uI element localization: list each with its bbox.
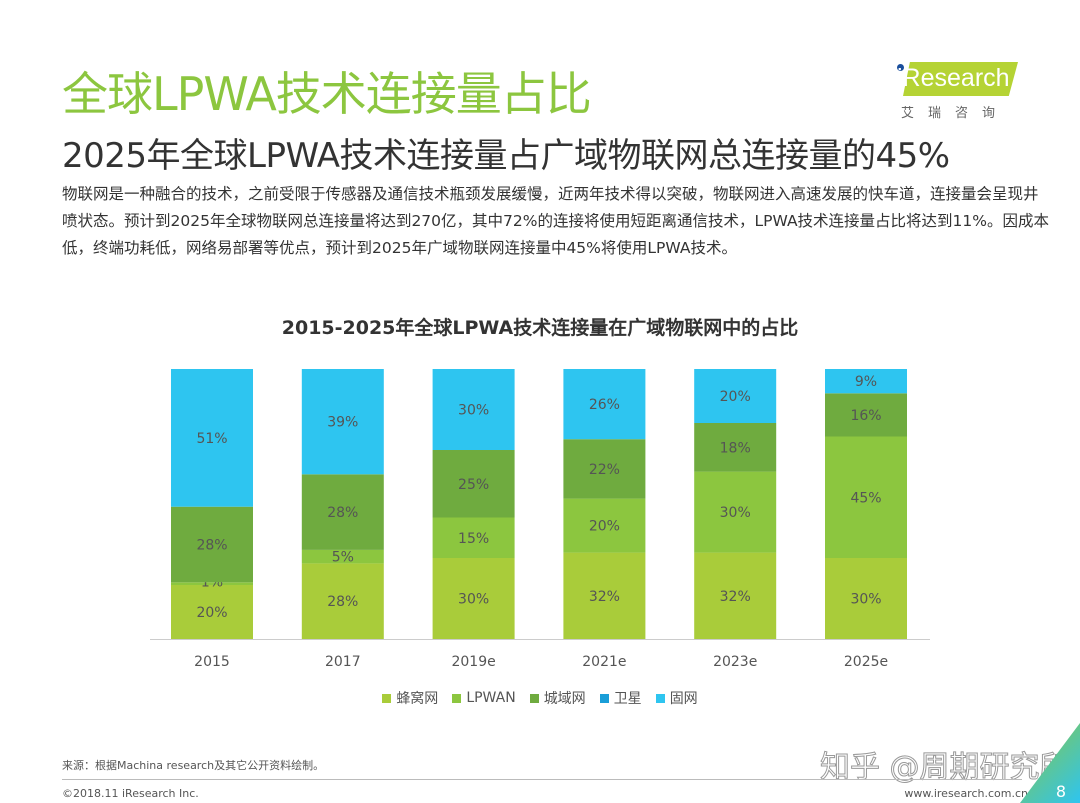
data-label: 26%: [589, 397, 620, 413]
legend-item: 蜂窝网: [382, 688, 438, 708]
body-paragraph: 物联网是一种融合的技术，之前受限于传感器及通信技术瓶颈发展缓慢，近两年技术得以突…: [62, 185, 1050, 257]
bar-segment: [694, 552, 777, 639]
footer-divider: [62, 779, 1022, 780]
data-label: 18%: [720, 440, 751, 456]
bar-segment: [563, 369, 646, 440]
data-label: 20%: [720, 389, 751, 405]
bar-segment: [171, 582, 253, 585]
logo-text: iResearch: [897, 64, 1010, 92]
data-label: 5%: [332, 550, 354, 566]
bar-segment: [301, 369, 384, 475]
page-number: 8: [1055, 782, 1066, 801]
data-label: 28%: [327, 505, 358, 521]
legend-item: 城域网: [529, 688, 586, 708]
legend-swatch: [655, 693, 665, 703]
legend-item: 卫星: [599, 688, 642, 708]
data-label: 30%: [458, 403, 489, 419]
page-subtitle: 2025年全球LPWA技术连接量占广域物联网总连接量的45%: [62, 136, 950, 176]
data-label: 28%: [196, 538, 227, 554]
bar-segment: [432, 558, 515, 639]
data-label: 16%: [850, 408, 881, 424]
chart-legend: 蜂窝网 LPWAN 城域网 卫星 固网: [0, 688, 1080, 708]
data-label: 22%: [589, 462, 620, 478]
chart-title: 2015-2025年全球LPWA技术连接量在广域物联网中的占比: [281, 317, 799, 339]
bar-segment: [563, 498, 646, 553]
stacked-bar-chart: 20%1%28%51%201528%5%28%39%201730%15%25%3…: [150, 369, 930, 670]
legend-swatch: [599, 693, 609, 703]
bar-segment: [432, 369, 515, 450]
legend-label: 蜂窝网: [396, 691, 439, 707]
data-label: 32%: [720, 589, 751, 605]
data-label: 30%: [458, 592, 489, 608]
data-label: 25%: [458, 477, 489, 493]
legend-swatch: [529, 693, 539, 703]
x-tick-label: 2019e: [451, 654, 495, 670]
bar-segment: [825, 369, 907, 394]
iresearch-logo: iResearch 艾瑞咨询: [893, 58, 1023, 121]
legend-label: 卫星: [613, 691, 642, 707]
bar-segment: [563, 439, 646, 499]
legend-item: 固网: [655, 688, 698, 708]
logo-cn: 艾瑞咨询: [901, 106, 1010, 121]
data-label: 20%: [196, 605, 227, 621]
source-note: 来源：根据Machina research及其它公开资料绘制。: [62, 759, 325, 772]
data-label: 15%: [458, 531, 489, 547]
bar-segment: [694, 423, 777, 472]
bar-segment: [301, 549, 384, 564]
x-tick-label: 2023e: [713, 654, 757, 670]
legend-item: LPWAN: [452, 688, 516, 708]
bar-segment: [301, 474, 384, 550]
legend-label: LPWAN: [466, 690, 516, 706]
bar-segment: [825, 393, 907, 437]
x-tick-label: 2021e: [582, 654, 626, 670]
legend-label: 城域网: [543, 691, 586, 707]
data-label: 32%: [589, 589, 620, 605]
bar-segment: [171, 506, 253, 583]
data-label: 30%: [850, 592, 881, 608]
legend-swatch: [382, 693, 392, 703]
bar-segment: [694, 471, 777, 553]
data-label: 28%: [327, 594, 358, 610]
bar-segment: [825, 558, 907, 639]
bar-segment: [171, 585, 253, 639]
bar-segment: [825, 436, 907, 558]
legend-label: 固网: [669, 691, 698, 707]
x-tick-label: 2015: [194, 654, 230, 670]
data-label: 39%: [327, 415, 358, 431]
data-label: 51%: [196, 431, 227, 447]
x-tick-label: 2025e: [844, 654, 888, 670]
x-tick-label: 2017: [325, 654, 361, 670]
website-link: www.iresearch.com.cn: [904, 787, 1028, 800]
data-label: 9%: [855, 374, 877, 390]
data-label: 45%: [850, 490, 881, 506]
bar-segment: [563, 552, 646, 639]
legend-swatch: [452, 693, 462, 703]
copyright: ©2018.11 iResearch Inc.: [62, 787, 199, 800]
bar-segment: [171, 369, 253, 507]
bar-segment: [432, 517, 515, 558]
data-label: 30%: [720, 505, 751, 521]
bar-segment: [301, 563, 384, 639]
data-label: 20%: [589, 519, 620, 535]
bar-segment: [432, 450, 515, 518]
bar-segment: [694, 369, 777, 423]
page-title: 全球LPWA技术连接量占比: [62, 67, 592, 121]
